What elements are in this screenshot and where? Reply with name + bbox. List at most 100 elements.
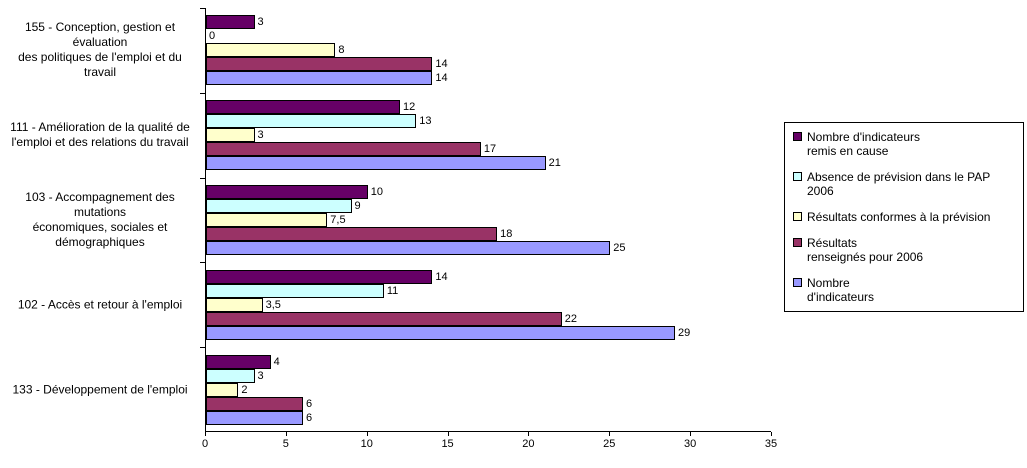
- x-tick-mark: [366, 432, 368, 436]
- value-label: 22: [564, 312, 578, 325]
- category-label: 155 - Conception, gestion et évaluation …: [18, 20, 182, 80]
- legend-item: Résultats renseignés pour 2006: [793, 236, 1015, 264]
- category-tick: [200, 92, 205, 94]
- bar: [206, 269, 433, 284]
- bar-row: 9: [206, 199, 772, 213]
- value-label: 3,5: [265, 298, 281, 311]
- bar-row: 14: [206, 57, 772, 72]
- value-label: 0: [209, 30, 216, 43]
- value-label: 8: [338, 44, 345, 57]
- category-tick: [200, 347, 205, 349]
- bar: [206, 185, 368, 199]
- value-label: 12: [403, 101, 416, 114]
- legend-swatch-icon: [793, 132, 802, 141]
- bar: [206, 368, 255, 383]
- x-tick-mark: [447, 432, 449, 436]
- value-label: 4: [273, 355, 280, 368]
- bar: [206, 325, 675, 340]
- x-tick-label: 5: [282, 438, 289, 450]
- value-label: 13: [419, 115, 432, 128]
- value-label: 3: [257, 369, 264, 382]
- bar-row: 14: [206, 269, 772, 284]
- legend-swatch-icon: [793, 212, 802, 221]
- legend-item: Nombre d'indicateurs remis en cause: [793, 130, 1015, 158]
- bar: [206, 354, 271, 369]
- bar: [206, 311, 562, 326]
- bar-row: 3,5: [206, 297, 772, 312]
- x-tick-mark: [771, 432, 772, 436]
- value-label: 17: [483, 143, 497, 156]
- legend: Nombre d'indicateurs remis en cause Absen…: [784, 122, 1024, 312]
- x-tick-label: 25: [603, 438, 616, 450]
- x-tick-label: 15: [441, 438, 454, 450]
- plot-area: 3 0 8 14 14 12 13 3 17 21 10 9 7,5 18 25 14 11 3,5 22 29 4 3 2…: [205, 8, 771, 432]
- x-tick-mark: [205, 432, 206, 436]
- bar-row: 6: [206, 410, 772, 425]
- bar: [206, 114, 417, 129]
- bar: [206, 15, 255, 30]
- value-label: 9: [354, 200, 361, 212]
- legend-label: Nombre d'indicateurs: [807, 276, 874, 304]
- value-label: 18: [500, 228, 513, 240]
- bar: [206, 142, 481, 157]
- legend-swatch-icon: [793, 172, 802, 181]
- x-tick-mark: [285, 432, 287, 436]
- x-tick-mark: [690, 432, 692, 436]
- legend-label: Résultats conformes à la prévision: [807, 210, 991, 224]
- bar: [206, 213, 328, 227]
- bar-row: 4: [206, 354, 772, 369]
- value-label: 10: [370, 186, 383, 198]
- category-label: 103 - Accompagnement des mutations écono…: [25, 190, 175, 249]
- bar: [206, 71, 433, 86]
- category-label: 133 - Développement de l'emploi: [12, 382, 188, 397]
- bar-row: 22: [206, 311, 772, 326]
- value-label: 2: [241, 383, 248, 396]
- legend-label: Résultats renseignés pour 2006: [807, 236, 924, 264]
- bar-row: 25: [206, 241, 772, 255]
- value-label: 14: [435, 270, 448, 283]
- legend-item: Résultats conformes à la prévision: [793, 210, 1015, 224]
- legend-swatch-icon: [793, 278, 802, 287]
- category-tick: [200, 8, 205, 9]
- bar: [206, 199, 352, 213]
- bar-row: 8: [206, 43, 772, 58]
- x-tick-mark: [609, 432, 611, 436]
- bar-row: 7,5: [206, 213, 772, 227]
- bar-row: 12: [206, 100, 772, 115]
- bar-row: 13: [206, 114, 772, 129]
- bar-row: 11: [206, 283, 772, 298]
- bar: [206, 382, 239, 397]
- bar-row: 18: [206, 227, 772, 241]
- bar-row: 6: [206, 396, 772, 411]
- value-label: 3: [257, 16, 264, 29]
- bar: [206, 283, 384, 298]
- bar-row: 3: [206, 368, 772, 383]
- x-tick-label: 30: [684, 438, 697, 450]
- x-tick-mark: [528, 432, 530, 436]
- bar: [206, 100, 401, 115]
- category-label: 111 - Amélioration de la qualité de l'em…: [10, 120, 190, 150]
- bar: [206, 396, 304, 411]
- value-label: 29: [677, 326, 691, 339]
- legend-label: Nombre d'indicateurs remis en cause: [807, 130, 921, 158]
- bar: [206, 297, 263, 312]
- bar: [206, 241, 611, 255]
- value-label: 3: [257, 129, 264, 142]
- bar-row: 21: [206, 156, 772, 171]
- bar: [206, 57, 433, 72]
- bar: [206, 227, 498, 241]
- category-tick: [200, 177, 205, 179]
- bar-row: 10: [206, 185, 772, 199]
- value-label: 6: [306, 411, 313, 424]
- bar: [206, 410, 304, 425]
- x-tick-label: 10: [360, 438, 373, 450]
- bar-row: 2: [206, 382, 772, 397]
- bar-row: 3: [206, 15, 772, 30]
- x-tick-label: 0: [201, 438, 209, 450]
- category-tick: [200, 262, 205, 264]
- legend-swatch-icon: [793, 238, 802, 247]
- bar-row: 17: [206, 142, 772, 157]
- bar: [206, 128, 255, 143]
- x-tick-label: 35: [764, 438, 778, 450]
